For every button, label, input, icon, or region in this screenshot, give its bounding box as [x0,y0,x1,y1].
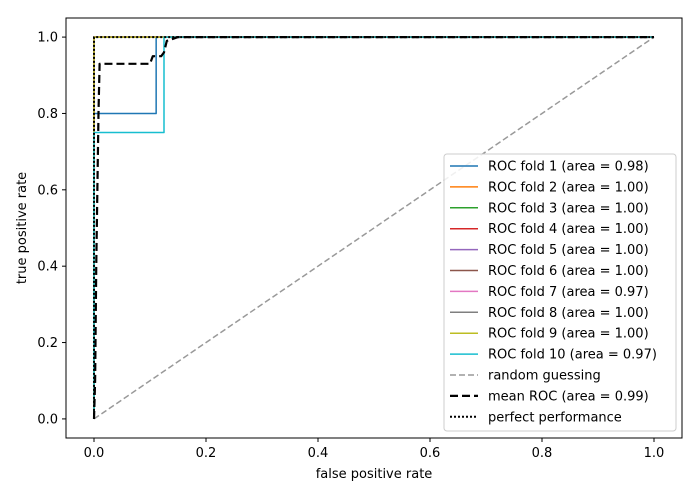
legend-box [443,153,677,432]
y-axis-ticks: 0.0 0.2 0.4 0.6 0.8 1.0 [37,31,66,427]
x-axis-ticks: 0.0 0.2 0.4 0.6 0.8 1.0 [84,438,665,461]
legend-label-3: ROC fold 3 (area = 1.00) [488,201,649,216]
series-line-11 [93,36,655,420]
y-tick-label: 0.0 [37,412,58,427]
legend-label-10: ROC fold 10 (area = 0.97) [488,348,657,363]
legend-label-11: random guessing [488,369,601,384]
y-tick-label: 0.6 [37,183,58,198]
x-tick-label: 0.0 [84,446,105,461]
y-tick-label: 1.0 [37,31,58,46]
legend-label-8: ROC fold 8 (area = 1.00) [488,306,649,321]
series-line-10 [93,36,654,419]
legend: ROC fold 1 (area = 0.98) ROC fold 2 (area… [443,153,677,432]
y-tick-label: 0.2 [37,336,58,351]
x-tick-label: 0.6 [420,446,441,461]
legend-label-4: ROC fold 4 (area = 1.00) [488,222,649,237]
legend-label-1: ROC fold 1 (area = 0.98) [488,160,649,175]
series-line-13 [93,36,654,419]
y-axis-label: true positive rate [15,172,30,284]
x-tick-label: 1.0 [644,446,665,461]
x-tick-label: 0.8 [532,446,553,461]
y-tick-label: 0.8 [37,107,58,122]
y-tick-label: 0.4 [37,260,58,275]
legend-label-9: ROC fold 9 (area = 1.00) [488,327,649,342]
legend-label-12: mean ROC (area = 0.99) [488,389,649,404]
legend-label-7: ROC fold 7 (area = 0.97) [488,285,649,300]
legend-label-5: ROC fold 5 (area = 1.00) [488,243,649,258]
plot-frame [65,17,683,439]
legend-label-6: ROC fold 6 (area = 1.00) [488,264,649,279]
legend-label-13: perfect performance [488,410,622,425]
plot-lines [92,35,655,420]
x-tick-label: 0.2 [196,446,217,461]
x-axis-label: false positive rate [316,467,433,482]
x-tick-label: 0.4 [308,446,329,461]
legend-label-2: ROC fold 2 (area = 1.00) [488,180,649,195]
